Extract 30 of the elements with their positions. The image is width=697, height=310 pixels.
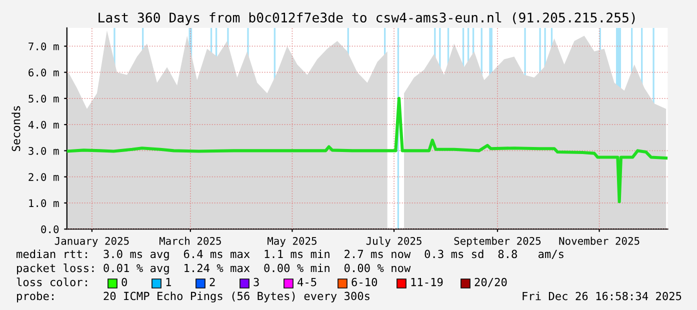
text: 3 — [254, 278, 259, 286]
y-tick-label: 3.0 m — [28, 146, 59, 155]
x-tick-label: March 2025 — [159, 236, 221, 245]
text: 0 — [122, 278, 127, 286]
text: median rtt: 3.0 ms avg 6.4 ms max 1.1 ms min 2.7 ms now 0.3 ms sd 8.8 am/s — [16, 250, 564, 260]
text: 11-19 — [411, 278, 443, 286]
text: Fri Dec 26 16:58:34 2025 — [522, 292, 682, 300]
y-tick-label: 5.0 m — [28, 94, 59, 103]
y-tick-label: 7.0 m — [28, 42, 59, 50]
x-tick-label: July 2025 — [366, 236, 422, 247]
y-axis-title: Seconds — [12, 106, 20, 152]
x-tick-label: January 2025 — [54, 236, 129, 247]
text: 4-5 — [298, 278, 316, 286]
x-tick-label: May 2025 — [268, 236, 316, 247]
text: loss color: — [16, 278, 87, 286]
line-series — [66, 96, 668, 204]
text: 6-10 — [352, 278, 378, 286]
y-tick-label: 6.0 m — [28, 68, 59, 76]
x-tick-label: November 2025 — [559, 236, 640, 245]
text: packet loss: 0.01 % avg 1.24 % max 0.00 % min 0.00 % now — [17, 264, 411, 274]
y-tick-label: 4.0 m — [28, 120, 59, 129]
y-tick-label: 0.0 — [41, 225, 59, 234]
y-tick-label: 2.0 m — [28, 173, 59, 181]
x-tick-label: September 2025 — [454, 236, 541, 247]
chart-title: Last 360 Days from b0c012f7e3de to csw4-ams3-eun.nl (91.205.215.255) — [98, 12, 635, 26]
text: probe: 20 ICMP Echo Pings (56 Bytes) every 300s — [17, 292, 370, 302]
text: 1 — [166, 278, 171, 286]
y-tick-label: 1.0 m — [29, 199, 59, 208]
text: 20/20 — [474, 278, 507, 288]
text: 2 — [210, 278, 215, 286]
